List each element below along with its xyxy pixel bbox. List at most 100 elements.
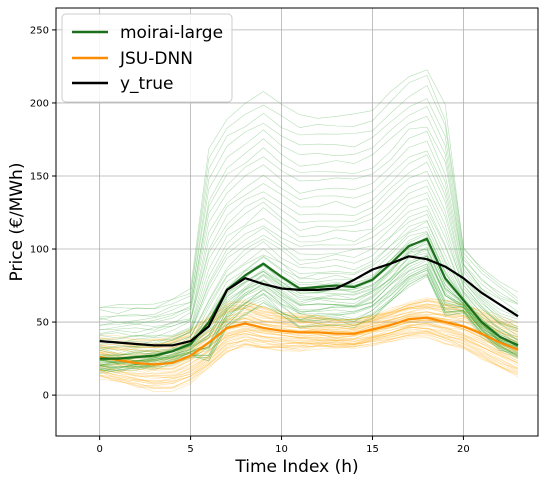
series-lines (99, 237, 519, 366)
jsu-sample-path (99, 311, 519, 357)
jsu-sample-path (99, 328, 519, 382)
moirai-sample-path (99, 185, 519, 345)
moirai-sample-path (99, 226, 519, 358)
moirai-sample-path (99, 273, 519, 371)
jsu-sample-path (99, 303, 519, 347)
moirai-sample-path (99, 252, 519, 364)
jsu-sample-path (99, 313, 519, 358)
jsu-sample-path (99, 307, 519, 351)
moirai-sample-path (99, 85, 519, 315)
moirai-sample-path (99, 255, 519, 368)
moirai-sample-path (99, 161, 519, 338)
moirai-sample-path (99, 249, 519, 364)
legend-label-moirai: moirai-large (120, 23, 223, 43)
y-tick-label: 100 (30, 245, 49, 256)
moirai-sample-path (99, 192, 519, 345)
jsu-sample-path (99, 300, 519, 344)
moirai-sample-path (99, 263, 519, 369)
jsu-sample-path (99, 304, 519, 348)
jsu-sample-path (99, 330, 519, 384)
series-line-moirai-large (99, 237, 519, 360)
x-axis-label: Time Index (h) (234, 457, 358, 477)
jsu-sample-path (99, 322, 519, 374)
jsu-sample-path (99, 306, 519, 352)
moirai-sample-path (99, 255, 519, 366)
moirai-sample-path (99, 205, 519, 351)
jsu-sample-path (99, 324, 519, 372)
series-line-JSU-DNN (99, 316, 519, 366)
jsu-sample-path (99, 318, 519, 370)
jsu-sample-path (99, 318, 519, 370)
jsu-sample-path (99, 323, 519, 377)
sample-paths (99, 69, 519, 393)
moirai-sample-path (99, 154, 519, 334)
x-tick-label: 10 (275, 444, 288, 455)
moirai-sample-path (99, 130, 519, 326)
moirai-sample-path (99, 259, 519, 366)
legend-box (61, 13, 233, 103)
x-tick-label: 15 (366, 444, 379, 455)
moirai-sample-path (99, 140, 519, 331)
moirai-sample-path (99, 272, 519, 370)
moirai-sample-path (99, 248, 519, 364)
jsu-sample-path (99, 326, 519, 377)
moirai-sample-path (99, 115, 519, 323)
moirai-sample-path (99, 150, 519, 331)
y-tick-label: 200 (30, 98, 49, 109)
jsu-sample-path (99, 299, 519, 346)
moirai-sample-path (99, 69, 519, 308)
jsu-sample-path (99, 327, 519, 379)
moirai-sample-path (99, 210, 519, 352)
moirai-sample-path (99, 248, 519, 364)
jsu-sample-path (99, 327, 519, 384)
jsu-sample-path (99, 326, 519, 380)
legend-label-jsu: JSU-DNN (119, 49, 193, 69)
jsu-sample-path (99, 319, 519, 370)
series-line-y_true (99, 255, 519, 347)
jsu-sample-path (99, 332, 519, 388)
legend: moirai-large JSU-DNN y_true (61, 13, 233, 103)
plot-frame (55, 7, 539, 437)
jsu-sample-path (99, 300, 519, 341)
jsu-sample-path (99, 322, 519, 375)
y-tick-label: 250 (30, 25, 49, 36)
moirai-sample-path (99, 75, 519, 309)
moirai-sample-path (99, 231, 519, 356)
jsu-sample-path (99, 331, 519, 387)
jsu-sample-path (99, 311, 519, 360)
x-tick-label: 0 (96, 444, 102, 455)
jsu-sample-path (99, 325, 519, 375)
moirai-sample-path (99, 263, 519, 369)
jsu-sample-path (99, 321, 519, 371)
jsu-sample-path (99, 330, 519, 384)
moirai-sample-path (99, 98, 519, 318)
legend-label-ytrue: y_true (120, 74, 173, 94)
jsu-sample-path (99, 300, 519, 345)
jsu-sample-path (99, 332, 519, 389)
moirai-sample-path (99, 233, 519, 360)
moirai-sample-path (99, 126, 519, 326)
x-tick-label: 5 (187, 444, 193, 455)
jsu-sample-path (99, 303, 519, 349)
jsu-sample-path (99, 314, 519, 361)
jsu-sample-path (99, 332, 519, 385)
jsu-sample-path (99, 306, 519, 354)
jsu-sample-path (99, 337, 519, 393)
moirai-sample-path (99, 240, 519, 361)
y-tick-label: 0 (43, 391, 49, 402)
moirai-sample-path (99, 269, 519, 369)
y-tick-label: 50 (36, 318, 49, 329)
jsu-sample-path (99, 316, 519, 364)
jsu-sample-path (99, 326, 519, 382)
jsu-sample-path (99, 308, 519, 356)
y-axis-label: Price (€/MWh) (7, 163, 27, 282)
moirai-sample-path (99, 220, 519, 356)
jsu-sample-path (99, 315, 519, 361)
moirai-sample-path (99, 106, 519, 321)
moirai-sample-path (99, 170, 519, 339)
x-tick-label: 20 (457, 444, 470, 455)
y-tick-label: 150 (30, 171, 49, 182)
